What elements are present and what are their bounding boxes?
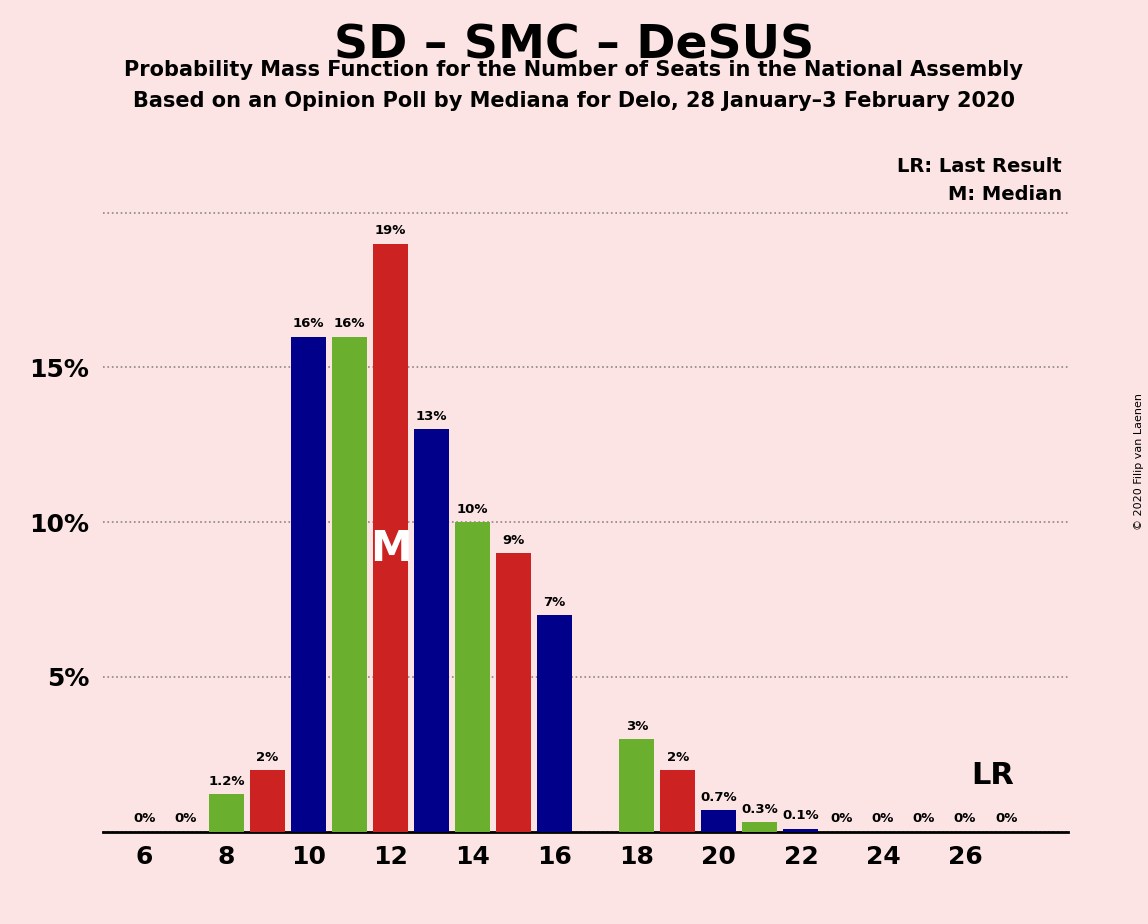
Text: 0%: 0% [995, 812, 1017, 825]
Text: 2%: 2% [667, 750, 689, 763]
Text: 0%: 0% [954, 812, 976, 825]
Text: 0%: 0% [871, 812, 894, 825]
Text: SD – SMC – DeSUS: SD – SMC – DeSUS [334, 23, 814, 68]
Text: 19%: 19% [375, 225, 406, 237]
Text: 3%: 3% [626, 720, 647, 733]
Text: 16%: 16% [293, 317, 324, 330]
Text: 0.3%: 0.3% [742, 803, 778, 816]
Bar [456, 522, 490, 832]
Bar [783, 829, 819, 832]
Bar [619, 739, 654, 832]
Text: 0%: 0% [831, 812, 853, 825]
Bar [496, 553, 532, 832]
Text: 2%: 2% [256, 750, 279, 763]
Text: M: Median: M: Median [948, 185, 1062, 204]
Text: 10%: 10% [457, 503, 488, 516]
Text: 0%: 0% [913, 812, 936, 825]
Bar [332, 336, 367, 832]
Bar [373, 244, 408, 832]
Bar [743, 822, 777, 832]
Text: LR: Last Result: LR: Last Result [897, 157, 1062, 176]
Text: 0%: 0% [174, 812, 196, 825]
Text: 0%: 0% [133, 812, 155, 825]
Text: LR: LR [971, 761, 1015, 790]
Bar [701, 810, 736, 832]
Text: 7%: 7% [544, 596, 566, 609]
Text: © 2020 Filip van Laenen: © 2020 Filip van Laenen [1134, 394, 1143, 530]
Text: 0.1%: 0.1% [783, 809, 820, 822]
Text: M: M [370, 529, 411, 570]
Text: Probability Mass Function for the Number of Seats in the National Assembly: Probability Mass Function for the Number… [124, 60, 1024, 80]
Bar [250, 770, 285, 832]
Text: 1.2%: 1.2% [208, 775, 245, 788]
Bar [660, 770, 696, 832]
Bar [537, 615, 572, 832]
Bar [209, 795, 243, 832]
Text: 16%: 16% [334, 317, 365, 330]
Bar [292, 336, 326, 832]
Text: 0.7%: 0.7% [700, 791, 737, 804]
Bar [414, 430, 449, 832]
Text: 13%: 13% [416, 410, 448, 423]
Text: Based on an Opinion Poll by Mediana for Delo, 28 January–3 February 2020: Based on an Opinion Poll by Mediana for … [133, 91, 1015, 111]
Text: 9%: 9% [503, 534, 525, 547]
